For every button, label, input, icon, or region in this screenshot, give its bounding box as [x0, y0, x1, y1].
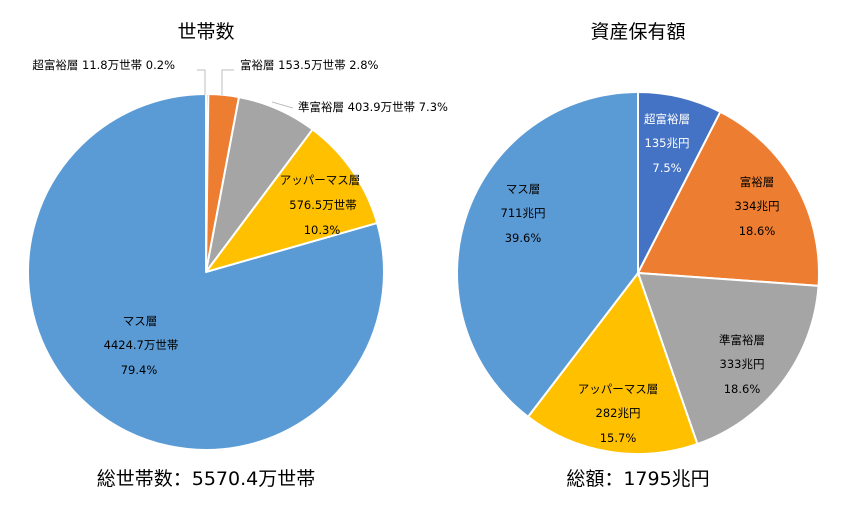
asset-slice-3 [527, 272, 699, 455]
household-label-percent-3: 10.3% [304, 223, 341, 237]
household-data-label-2: 準富裕層 403.9万世帯 7.3% [298, 100, 448, 114]
household-label-amount-3: 576.5万世帯 [289, 198, 356, 212]
household-label-percent-4: 79.4% [121, 363, 158, 377]
asset-label-amount-2: 333兆円 [720, 357, 765, 371]
asset-label-amount-0: 135兆円 [645, 136, 690, 150]
asset-label-amount-3: 282兆円 [596, 406, 641, 420]
asset-label-percent-0: 7.5% [652, 161, 681, 175]
household-leader-line-2 [271, 101, 294, 109]
asset-label-amount-1: 334兆円 [735, 199, 780, 213]
asset-total-label: 総額：1795兆円 [566, 468, 709, 490]
household-label-name-4: マス層 [123, 314, 158, 328]
household-chart-title: 世帯数 [177, 21, 234, 43]
asset-label-name-4: マス層 [506, 182, 541, 196]
asset-label-percent-3: 15.7% [600, 431, 637, 445]
asset-label-percent-2: 18.6% [724, 382, 761, 396]
household-data-label-0: 超富裕層 11.8万世帯 0.2% [32, 58, 175, 72]
asset-chart-title: 資産保有額 [590, 21, 685, 43]
household-leader-line-1 [221, 69, 234, 95]
household-slice-4 [27, 93, 385, 451]
household-leader-line-0 [197, 69, 206, 95]
asset-slice-1 [637, 110, 820, 287]
asset-label-name-2: 準富裕層 [719, 333, 765, 347]
asset-label-percent-1: 18.6% [739, 224, 776, 238]
household-label-amount-4: 4424.7万世帯 [104, 338, 179, 352]
asset-slice-4 [456, 91, 639, 418]
household-label-name-3: アッパーマス層 [280, 173, 361, 187]
household-data-label-1: 富裕層 153.5万世帯 2.8% [240, 58, 379, 72]
household-total-label: 総世帯数：5570.4万世帯 [97, 468, 315, 490]
asset-label-amount-4: 711兆円 [501, 206, 546, 220]
asset-label-percent-4: 39.6% [505, 231, 542, 245]
household-slice-3 [205, 128, 379, 273]
asset-label-name-0: 超富裕層 [644, 112, 690, 126]
asset-label-name-3: アッパーマス層 [578, 382, 659, 396]
asset-label-name-1: 富裕層 [740, 175, 775, 189]
